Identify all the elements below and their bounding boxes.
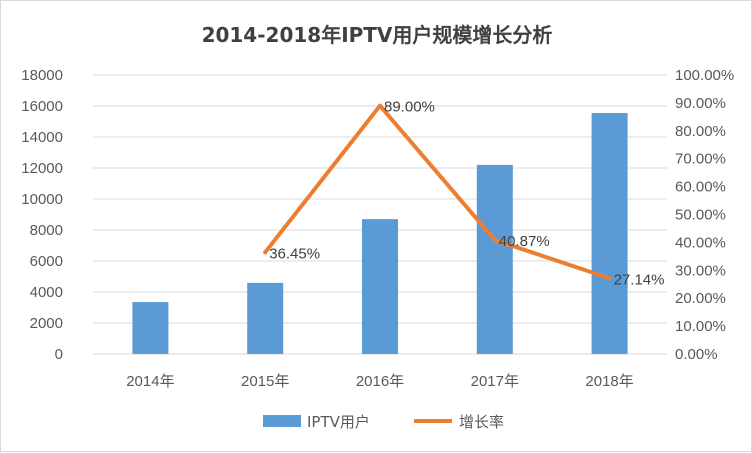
bar-series-iptv-users — [132, 112, 628, 354]
growth-rate-point — [607, 276, 612, 281]
x-axis-tick: 2017年 — [471, 373, 519, 390]
left-axis-tick: 6000 — [30, 253, 63, 270]
bar-iptv-users — [476, 164, 513, 354]
right-axis-tick: 10.00% — [675, 318, 726, 335]
bar-iptv-users — [247, 282, 284, 354]
growth-rate-label: 40.87% — [499, 233, 550, 250]
chart-title: 2014-2018年IPTV用户规模增长分析 — [202, 23, 553, 47]
left-axis-tick: 8000 — [30, 222, 63, 239]
growth-rate-line — [263, 103, 612, 281]
line-series-growth-rate — [263, 103, 612, 281]
left-axis-tick: 14000 — [21, 129, 63, 146]
legend-label-growth-rate: 增长率 — [459, 413, 504, 431]
growth-rate-point — [378, 103, 382, 108]
right-axis-tick: 50.00% — [675, 207, 726, 224]
left-axis-tick: 4000 — [30, 284, 63, 301]
left-axis-tick: 2000 — [30, 315, 63, 332]
right-axis-tick: 100.00% — [675, 67, 734, 84]
left-axis-tick: 10000 — [21, 191, 63, 208]
x-axis-tick: 2018年 — [585, 373, 633, 390]
x-axis-tick: 2014年 — [126, 373, 174, 390]
right-axis-tick: 0.00% — [675, 346, 718, 363]
right-axis-tick: 90.00% — [675, 95, 726, 112]
x-axis-tick: 2015年 — [241, 373, 289, 390]
left-axis-tick: 18000 — [21, 67, 63, 84]
growth-rate-point — [263, 250, 268, 255]
bar-iptv-users — [591, 112, 628, 354]
data-labels: 36.45% 89.00% 40.87% 27.14% — [269, 99, 664, 289]
legend-swatch-iptv-users — [263, 415, 301, 427]
right-axis-tick: 80.00% — [675, 123, 726, 140]
left-axis-tick: 0 — [55, 346, 63, 363]
right-axis-tick: 30.00% — [675, 262, 726, 279]
left-axis: 0 2000 4000 6000 8000 10000 12000 14000 16000 180… — [21, 67, 63, 363]
growth-rate-label: 27.14% — [614, 271, 665, 288]
growth-rate-label: 89.00% — [384, 99, 435, 116]
legend-label-iptv-users: IPTV用户 — [307, 413, 370, 431]
left-axis-tick: 16000 — [21, 98, 63, 115]
x-axis: 2014年 2015年 2016年 2017年 2018年 — [93, 353, 667, 390]
growth-rate-point — [492, 237, 497, 242]
legend: IPTV用户 增长率 — [263, 413, 504, 431]
right-axis-tick: 20.00% — [675, 290, 726, 307]
right-axis-tick: 70.00% — [675, 151, 726, 168]
right-axis: 0.00% 10.00% 20.00% 30.00% 40.00% 50.00% 60.00… — [675, 67, 734, 363]
bar-iptv-users — [132, 302, 169, 354]
gridlines — [93, 74, 667, 324]
growth-rate-label: 36.45% — [269, 245, 320, 262]
x-axis-tick: 2016年 — [356, 373, 404, 390]
bar-iptv-users — [362, 219, 398, 354]
right-axis-tick: 60.00% — [675, 179, 726, 196]
left-axis-tick: 12000 — [21, 160, 63, 177]
right-axis-tick: 40.00% — [675, 234, 726, 251]
